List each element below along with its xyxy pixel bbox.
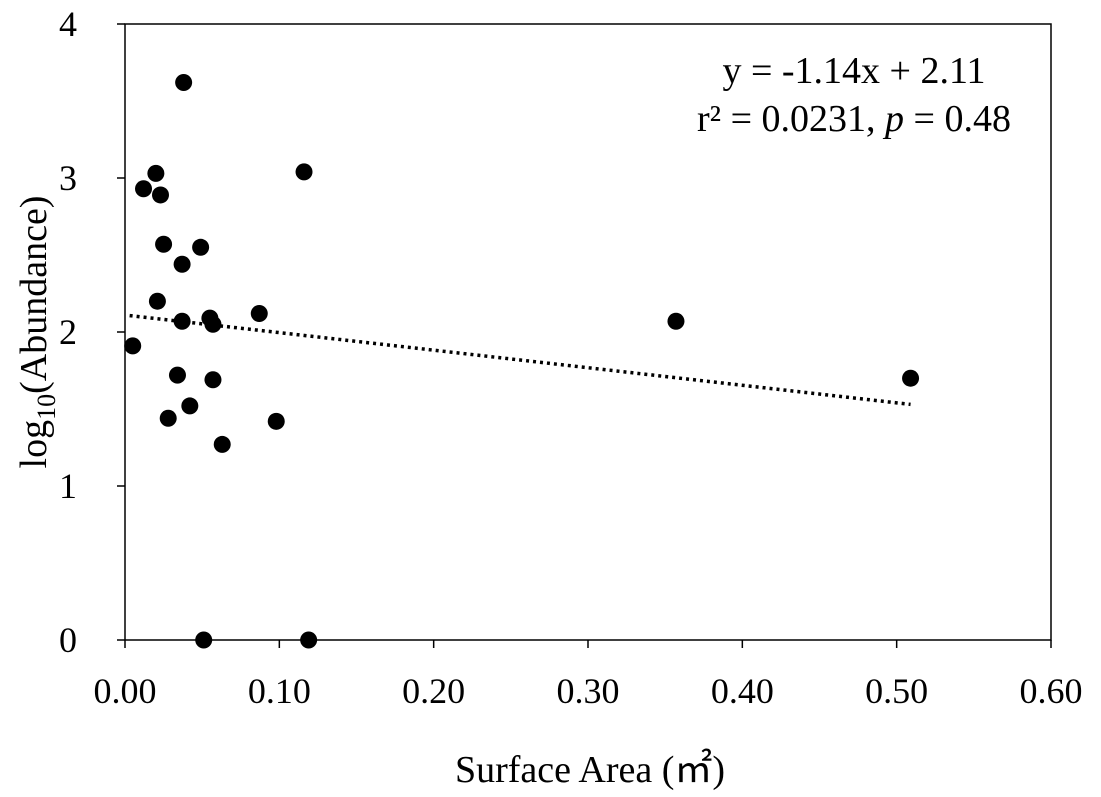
y-axis-title: log10(Abundance)	[13, 196, 61, 469]
trendline	[129, 313, 911, 407]
y-axis-ticks: 0 1 2 3 4	[59, 4, 125, 660]
data-point	[147, 164, 165, 182]
data-point	[192, 238, 210, 256]
data-point	[250, 305, 268, 323]
data-point	[267, 412, 285, 430]
data-point	[151, 186, 169, 204]
trendline-group	[129, 313, 911, 407]
data-point	[204, 315, 222, 333]
data-point	[667, 312, 685, 330]
y-tick-label: 3	[59, 158, 77, 198]
x-axis-title: Surface Area (㎡)	[455, 749, 725, 791]
x-tick-label: 0.50	[865, 671, 928, 711]
data-point	[155, 235, 173, 253]
data-points	[124, 74, 920, 649]
data-point	[173, 312, 191, 330]
y-tick-label: 1	[59, 466, 77, 506]
x-tick-label: 0.10	[248, 671, 311, 711]
p-symbol: p	[882, 98, 904, 140]
data-point	[173, 255, 191, 273]
data-point	[204, 371, 222, 389]
data-point	[300, 631, 318, 649]
x-axis-ticks: 0.00 0.10 0.20 0.30 0.40 0.50 0.60	[94, 640, 1083, 711]
y-axis-title-main: log	[13, 420, 55, 469]
data-point	[135, 180, 153, 198]
y-tick-label: 0	[59, 620, 77, 660]
x-tick-label: 0.20	[402, 671, 465, 711]
y-tick-label: 4	[59, 4, 77, 44]
x-tick-label: 0.30	[557, 671, 620, 711]
r-squared-text: r² = 0.0231,	[697, 98, 885, 140]
data-point	[175, 74, 193, 92]
y-axis-title-subscript: 10	[32, 394, 61, 420]
y-axis-title-rest: (Abundance)	[13, 196, 55, 394]
p-value-text: = 0.48	[904, 98, 1011, 140]
y-tick-label: 2	[59, 312, 77, 352]
data-point	[195, 631, 213, 649]
data-point	[124, 337, 142, 355]
x-tick-label: 0.60	[1020, 671, 1083, 711]
data-point	[181, 397, 199, 415]
data-point	[148, 292, 166, 310]
data-point	[213, 435, 231, 453]
data-point	[295, 163, 313, 181]
data-point	[902, 369, 920, 387]
regression-equation: y = -1.14x + 2.11	[722, 50, 985, 92]
x-tick-label: 0.00	[94, 671, 157, 711]
regression-stats: r² = 0.0231, p = 0.48	[697, 98, 1011, 140]
data-point	[159, 409, 177, 427]
data-point	[168, 366, 186, 384]
x-tick-label: 0.40	[711, 671, 774, 711]
